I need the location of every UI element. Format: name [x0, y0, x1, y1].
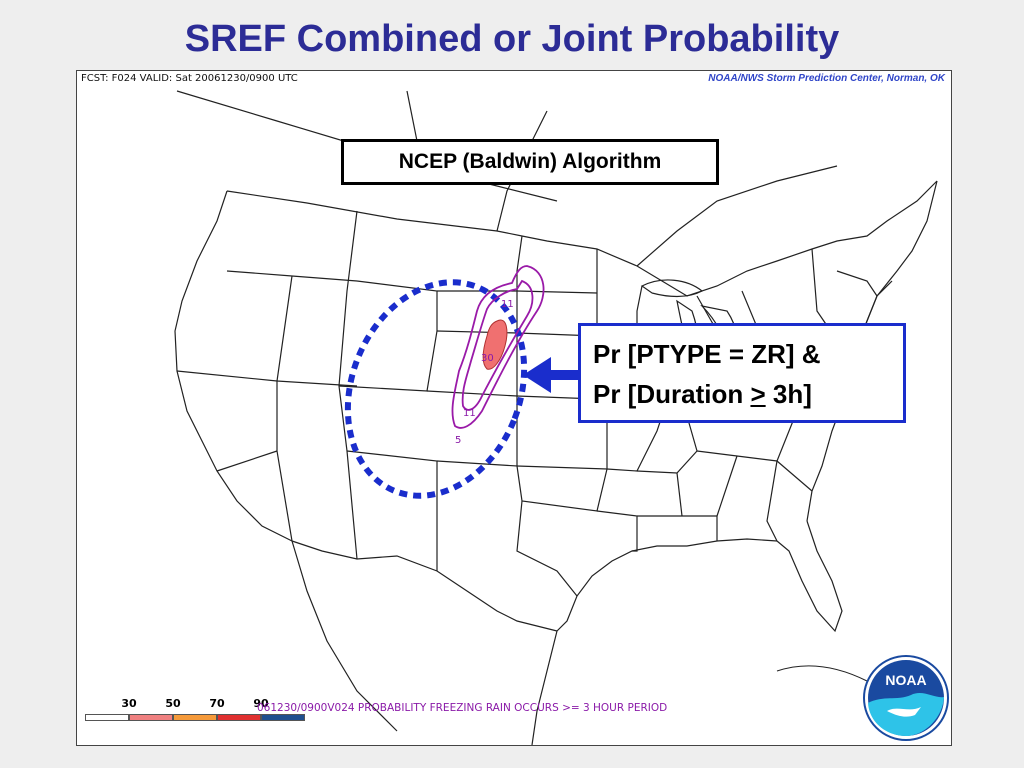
algorithm-label-box: NCEP (Baldwin) Algorithm	[341, 139, 719, 185]
noaa-logo: NOAA	[863, 655, 949, 741]
slide-title: SREF Combined or Joint Probability	[184, 18, 840, 60]
contour-label-5: 5	[455, 435, 461, 446]
high-probability-fill	[482, 319, 508, 370]
color-legend: 30 50 70 90	[83, 697, 305, 727]
legend-swatch-0	[85, 714, 129, 721]
legend-swatch-3	[217, 714, 261, 721]
legend-swatch-1	[129, 714, 173, 721]
contour-label-11-south: 11	[463, 408, 476, 419]
map-panel: 11 30 11 5 FCST: F024 VALID: Sat 2006123…	[76, 70, 952, 746]
probability-contours	[451, 265, 545, 429]
svg-text:NOAA: NOAA	[885, 672, 926, 688]
pointer-arrow	[523, 357, 581, 393]
spc-credit: NOAA/NWS Storm Prediction Center, Norman…	[708, 73, 945, 84]
contour-label-11-north: 11	[501, 299, 514, 310]
annotation-line-2: Pr [Duration > 3h]	[593, 374, 903, 414]
legend-tick-70: 70	[209, 697, 225, 710]
contour-inner	[461, 279, 534, 411]
contour-outer	[451, 265, 545, 429]
annotation-geq-symbol: >	[750, 379, 766, 409]
legend-tick-90: 90	[253, 697, 269, 710]
annotation-line-1: Pr [PTYPE = ZR] &	[593, 339, 821, 369]
legend-tick-30: 30	[121, 697, 137, 710]
contour-label-30: 30	[481, 353, 494, 364]
legend-swatch-2	[173, 714, 217, 721]
legend-swatch-4	[261, 714, 305, 721]
joint-probability-box: Pr [PTYPE = ZR] & Pr [Duration > 3h]	[578, 323, 906, 423]
annotation-line-2-prefix: Pr [Duration	[593, 379, 751, 409]
highlight-ellipse	[344, 279, 528, 499]
legend-tick-50: 50	[165, 697, 181, 710]
product-label: 061230/0900V024 PROBABILITY FREEZING RAI…	[257, 702, 668, 714]
forecast-header: FCST: F024 VALID: Sat 20061230/0900 UTC	[81, 73, 298, 84]
annotation-line-2-suffix: 3h]	[765, 379, 812, 409]
